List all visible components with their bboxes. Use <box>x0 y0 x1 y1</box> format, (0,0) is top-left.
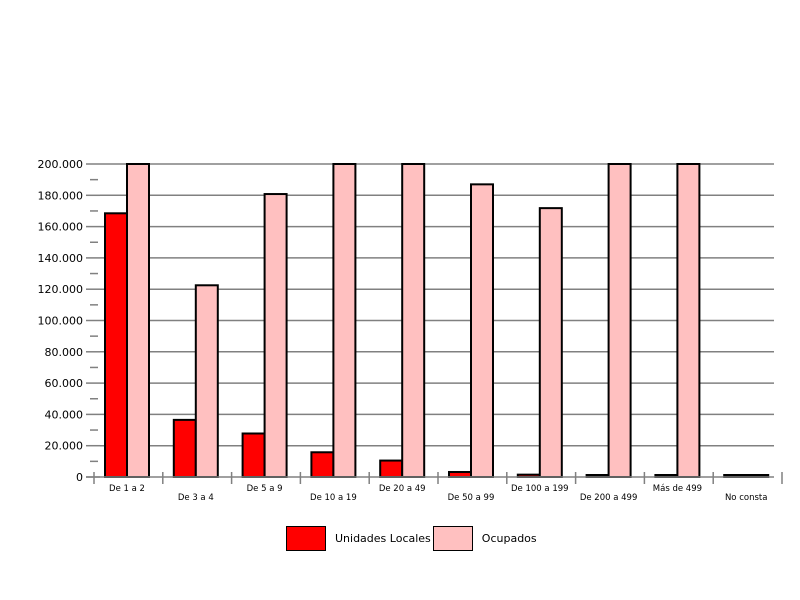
y-tick-label: 200.000 <box>38 158 84 171</box>
bar-series-1 <box>310 451 335 479</box>
legend-label-series-2: Ocupados <box>481 532 537 545</box>
bars <box>104 163 770 479</box>
y-tick-label: 40.000 <box>45 408 84 421</box>
y-tick-label: 60.000 <box>45 377 84 390</box>
legend-item-series-2: Ocupados <box>432 526 539 551</box>
y-tick-label: 100.000 <box>38 315 84 328</box>
x-category-label: De 3 a 4 <box>178 493 214 503</box>
x-category-label: De 50 a 99 <box>448 493 495 503</box>
bar-series-1 <box>172 418 197 479</box>
bar-series-1 <box>241 432 266 479</box>
y-tick-label: 160.000 <box>38 221 84 234</box>
x-category-label: De 100 a 199 <box>511 484 569 494</box>
bar-series-1 <box>379 459 404 479</box>
x-category-label: De 5 a 9 <box>247 484 283 494</box>
bar-series-2 <box>676 163 701 478</box>
bar-series-2 <box>126 163 150 478</box>
axes <box>86 163 783 484</box>
bar-series-2 <box>538 207 563 478</box>
legend-label-series-1: Unidades Locales <box>335 532 431 545</box>
bar-series-1 <box>448 470 472 479</box>
legend: Unidades Locales Ocupados <box>286 525 539 552</box>
x-category-label: Más de 499 <box>653 484 702 494</box>
x-category-label: De 20 a 49 <box>379 484 426 494</box>
bar-series-2 <box>470 183 494 478</box>
y-tick-label: 0 <box>76 471 83 484</box>
legend-swatch-series-1 <box>286 526 326 551</box>
y-tick-label: 140.000 <box>38 252 84 265</box>
y-tick-label: 180.000 <box>38 189 84 202</box>
bar-series-2 <box>332 163 357 478</box>
y-tick-label: 20.000 <box>45 440 84 453</box>
y-tick-label: 80.000 <box>45 346 84 359</box>
legend-item-series-1: Unidades Locales <box>286 526 433 551</box>
legend-swatch-series-2 <box>432 526 473 551</box>
bar-series-2 <box>401 163 426 478</box>
x-category-label: No consta <box>725 493 768 503</box>
bar-series-2 <box>263 193 288 478</box>
tick-labels: 0 20.000 40.000 60.000 80.000 100.000 120.000 1… <box>38 158 768 503</box>
y-tick-label: 120.000 <box>38 283 84 296</box>
x-category-label: De 200 a 499 <box>580 493 638 503</box>
bar-series-2 <box>194 284 219 478</box>
x-category-label: De 10 a 19 <box>310 493 357 503</box>
bar-series-1 <box>104 212 128 479</box>
bar-series-2 <box>607 163 632 478</box>
x-category-label: De 1 a 2 <box>109 484 145 494</box>
